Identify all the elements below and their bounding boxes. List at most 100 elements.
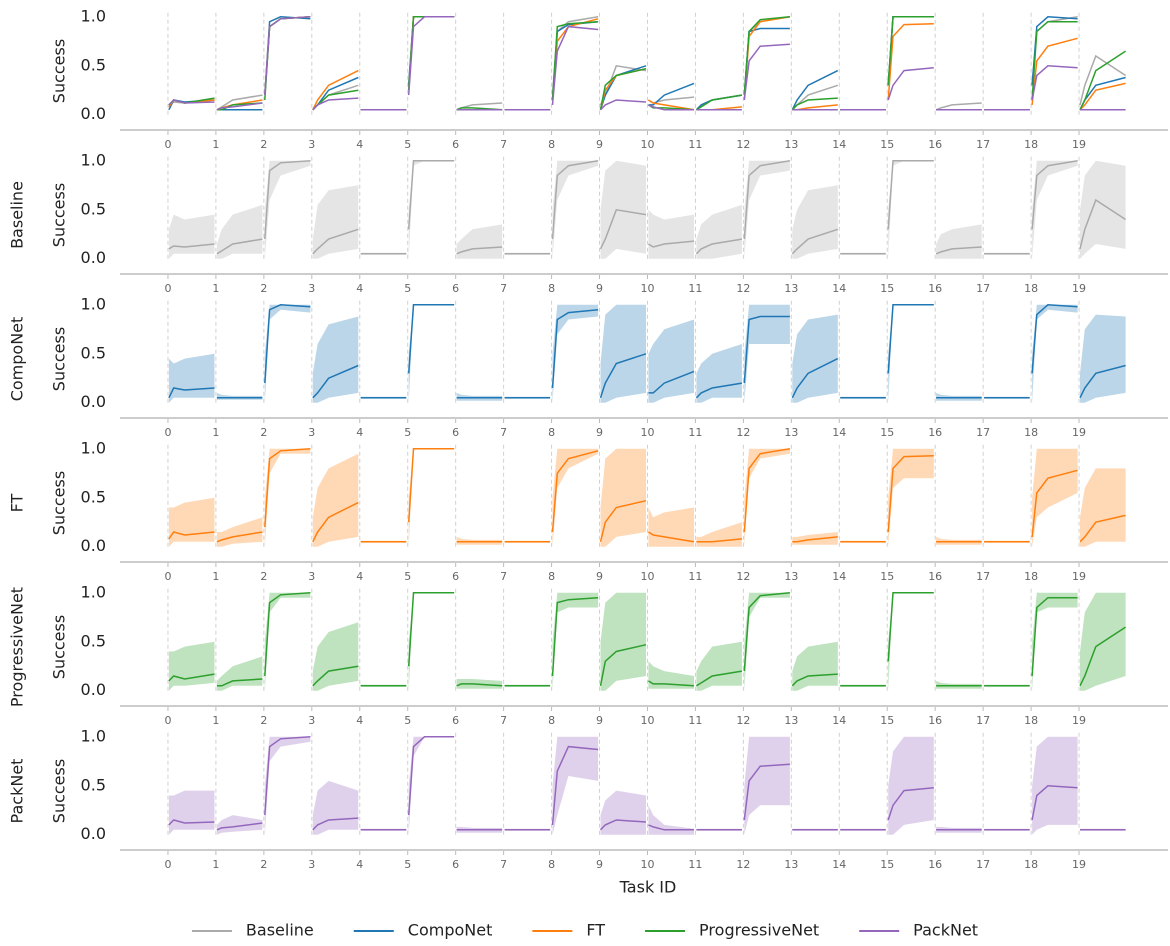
x-tick-label: 15 bbox=[880, 570, 894, 583]
y-tick-label: 1.0 bbox=[81, 294, 106, 313]
y-tick-label: 0.0 bbox=[81, 248, 106, 267]
x-tick-label: 13 bbox=[784, 858, 798, 871]
x-tick-label: 11 bbox=[688, 714, 702, 727]
panel: 0 1 2 3 4 5 6 7 8 9 10 11 12 13 14 15 16 17 18 190.00.51.0S… bbox=[8, 438, 1168, 583]
x-tick-label: 2 bbox=[260, 570, 267, 583]
x-tick-label: 8 bbox=[548, 282, 555, 295]
panel-label: FT bbox=[8, 493, 27, 512]
x-tick-label: 13 bbox=[784, 714, 798, 727]
y-axis-label: Success bbox=[50, 759, 69, 823]
legend-label: Baseline bbox=[246, 921, 314, 940]
y-tick-label: 0.0 bbox=[81, 536, 106, 555]
x-tick-label: 6 bbox=[452, 570, 459, 583]
x-tick-label: 3 bbox=[308, 858, 315, 871]
line bbox=[168, 304, 1126, 399]
x-tick-label: 1 bbox=[212, 858, 219, 871]
x-tick-label: 4 bbox=[356, 858, 363, 871]
x-tick-label: 7 bbox=[500, 282, 507, 295]
x-tick-label: 19 bbox=[1072, 282, 1086, 295]
x-tick-label: 3 bbox=[308, 138, 315, 151]
x-tick-label: 14 bbox=[832, 714, 846, 727]
x-tick-label: 15 bbox=[880, 858, 894, 871]
y-tick-label: 1.0 bbox=[81, 438, 106, 457]
panel-label: PackNet bbox=[8, 759, 27, 824]
x-tick-label: 17 bbox=[976, 138, 990, 151]
x-tick-label: 17 bbox=[976, 714, 990, 727]
x-tick-label: 2 bbox=[260, 282, 267, 295]
x-tick-label: 8 bbox=[548, 570, 555, 583]
x-tick-label: 18 bbox=[1024, 714, 1038, 727]
x-tick-label: 10 bbox=[640, 858, 654, 871]
x-tick-label: 16 bbox=[928, 138, 942, 151]
x-tick-label: 13 bbox=[784, 426, 798, 439]
panel: 0 1 2 3 4 5 6 7 8 9 10 11 12 13 14 15 16 17 18 190.00.51.0S… bbox=[50, 6, 1168, 151]
x-tick-label: 14 bbox=[832, 138, 846, 151]
x-tick-label: 16 bbox=[928, 570, 942, 583]
panel-label: ProgressiveNet bbox=[8, 587, 27, 707]
x-tick-label: 9 bbox=[596, 426, 603, 439]
y-tick-label: 0.0 bbox=[81, 392, 106, 411]
x-tick-label: 5 bbox=[404, 714, 411, 727]
x-tick-label: 3 bbox=[308, 570, 315, 583]
x-tick-label: 14 bbox=[832, 282, 846, 295]
y-axis-label: Success bbox=[50, 183, 69, 247]
x-tick-label: 18 bbox=[1024, 138, 1038, 151]
x-tick-label: 8 bbox=[548, 714, 555, 727]
x-tick-label: 5 bbox=[404, 138, 411, 151]
x-tick-label: 9 bbox=[596, 570, 603, 583]
y-tick-label: 0.5 bbox=[81, 343, 106, 362]
x-tick-label: 7 bbox=[500, 426, 507, 439]
x-tick-label: 3 bbox=[308, 282, 315, 295]
x-tick-label: 10 bbox=[640, 282, 654, 295]
y-tick-label: 0.5 bbox=[81, 631, 106, 650]
x-tick-label: 4 bbox=[356, 714, 363, 727]
y-tick-label: 1.0 bbox=[81, 6, 106, 25]
x-tick-label: 13 bbox=[784, 570, 798, 583]
x-tick-label: 5 bbox=[404, 282, 411, 295]
x-tick-label: 11 bbox=[688, 282, 702, 295]
x-tick-label: 3 bbox=[308, 714, 315, 727]
x-tick-label: 15 bbox=[880, 282, 894, 295]
x-tick-label: 19 bbox=[1072, 426, 1086, 439]
legend-label: FT bbox=[586, 921, 605, 940]
panel: 0 1 2 3 4 5 6 7 8 9 10 11 12 13 14 15 16 17 18 190.00.51.0S… bbox=[8, 294, 1168, 439]
x-tick-label: 2 bbox=[260, 426, 267, 439]
x-tick-label: 0 bbox=[164, 858, 171, 871]
x-tick-label: 13 bbox=[784, 138, 798, 151]
panel: 0 1 2 3 4 5 6 7 8 9 10 11 12 13 14 15 16 17 18 190.00.51.0S… bbox=[8, 582, 1168, 727]
x-tick-label: 8 bbox=[548, 138, 555, 151]
x-tick-label: 5 bbox=[404, 426, 411, 439]
x-tick-label: 1 bbox=[212, 570, 219, 583]
line bbox=[168, 448, 1126, 543]
x-tick-label: 11 bbox=[688, 858, 702, 871]
x-tick-label: 6 bbox=[452, 426, 459, 439]
x-tick-label: 4 bbox=[356, 138, 363, 151]
x-tick-label: 16 bbox=[928, 282, 942, 295]
legend-label: PackNet bbox=[913, 921, 978, 940]
x-tick-label: 1 bbox=[212, 138, 219, 151]
x-tick-label: 4 bbox=[356, 570, 363, 583]
legend-label: ProgressiveNet bbox=[699, 921, 819, 940]
x-tick-label: 10 bbox=[640, 714, 654, 727]
line bbox=[168, 736, 1126, 831]
x-tick-label: 7 bbox=[500, 138, 507, 151]
x-tick-label: 11 bbox=[688, 138, 702, 151]
x-tick-label: 6 bbox=[452, 714, 459, 727]
x-tick-label: 7 bbox=[500, 858, 507, 871]
panel-label: Baseline bbox=[8, 181, 27, 249]
x-tick-label: 0 bbox=[164, 714, 171, 727]
x-tick-label: 12 bbox=[736, 282, 750, 295]
x-tick-label: 17 bbox=[976, 570, 990, 583]
x-tick-label: 3 bbox=[308, 426, 315, 439]
x-tick-label: 19 bbox=[1072, 138, 1086, 151]
legend-label: CompoNet bbox=[408, 921, 493, 940]
y-tick-label: 0.5 bbox=[81, 199, 106, 218]
x-tick-label: 7 bbox=[500, 714, 507, 727]
x-tick-label: 1 bbox=[212, 426, 219, 439]
x-tick-label: 12 bbox=[736, 426, 750, 439]
line bbox=[168, 592, 1127, 687]
x-tick-label: 2 bbox=[260, 714, 267, 727]
x-tick-label: 5 bbox=[404, 570, 411, 583]
y-tick-label: 0.5 bbox=[81, 55, 106, 74]
